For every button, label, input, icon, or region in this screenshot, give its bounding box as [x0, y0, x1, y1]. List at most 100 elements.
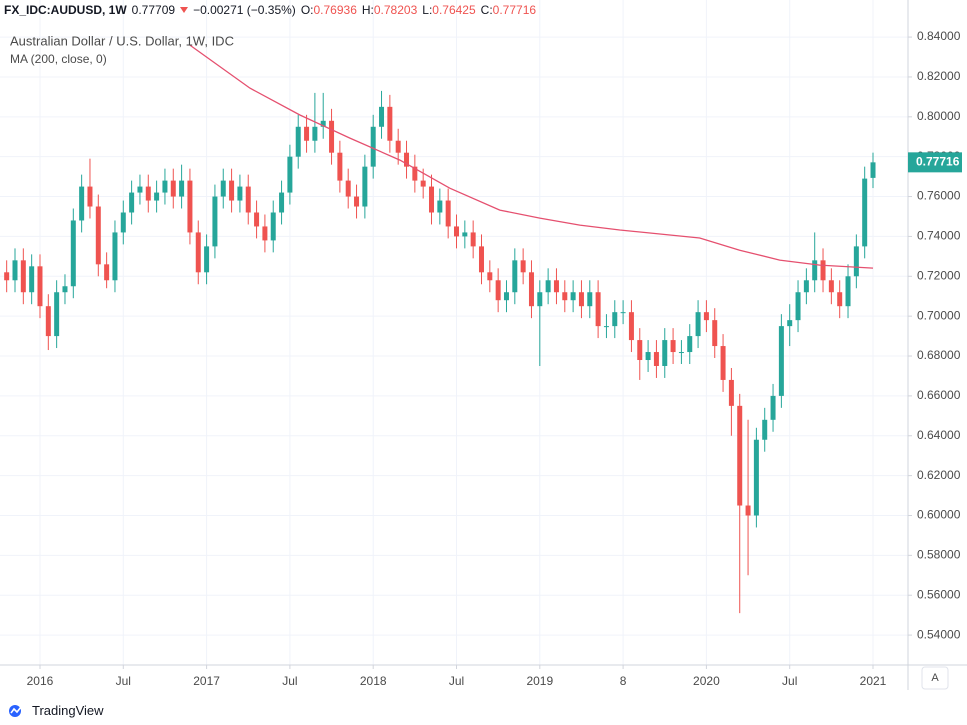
last-price-label: 0.77716: [916, 155, 960, 169]
candle-body: [695, 312, 701, 337]
candle-body: [245, 186, 251, 213]
candle-body: [570, 292, 576, 301]
candle-body: [145, 186, 151, 201]
candle-body: [312, 126, 318, 141]
close-value: 0.77716: [492, 3, 537, 17]
x-tick-label: 2018: [360, 674, 387, 688]
candle-body: [4, 272, 10, 281]
y-tick-label: 0.62000: [917, 468, 961, 482]
candle-body: [79, 186, 85, 221]
candle-body: [762, 419, 768, 440]
y-tick-label: 0.64000: [917, 428, 961, 442]
open-label: O:: [300, 3, 314, 17]
candle-body: [345, 180, 351, 197]
y-tick-label: 0.54000: [917, 627, 961, 641]
candle-body: [845, 276, 851, 307]
candle-body: [54, 292, 60, 337]
candle-body: [129, 192, 135, 213]
candle-body: [770, 395, 776, 420]
x-tick-label: 2020: [693, 674, 720, 688]
candle-body: [337, 152, 343, 181]
chart: 0.54000 0.56000 0.58000 0.60000 0.62000 0.640…: [0, 0, 967, 690]
low-value: 0.76425: [432, 3, 476, 17]
high-value: 0.78203: [373, 3, 418, 17]
footer: TradingView: [8, 703, 104, 718]
candle-body: [270, 212, 276, 241]
candle-body: [487, 272, 493, 281]
x-tick-label: Jul: [282, 674, 297, 688]
y-tick-label: 0.80000: [917, 109, 961, 123]
auto-scale-button[interactable]: [921, 666, 949, 690]
candle-body: [87, 186, 93, 207]
candle-body: [387, 106, 393, 141]
candle-body: [778, 326, 784, 396]
candle-body: [545, 280, 551, 293]
candle-body: [437, 200, 443, 213]
y-tick-label: 0.74000: [917, 229, 961, 243]
candle-body: [520, 260, 526, 273]
candle-body: [37, 266, 43, 307]
candle-body: [162, 180, 168, 193]
candle-body: [512, 260, 518, 293]
candle-body: [254, 212, 260, 227]
x-tick-label: Jul: [449, 674, 464, 688]
candle-body: [470, 232, 476, 247]
auto-scale-label[interactable]: A: [931, 672, 939, 684]
candle-body: [370, 126, 376, 167]
candle-body: [295, 126, 301, 157]
y-tick-label: 0.56000: [917, 587, 961, 601]
candle-body: [170, 180, 176, 197]
close-label: C:: [480, 3, 493, 17]
y-tick-label: 0.60000: [917, 508, 961, 522]
candle-body: [229, 180, 235, 201]
candle-body: [495, 280, 501, 301]
candle-body: [329, 120, 335, 153]
candle-body: [612, 312, 618, 327]
chart-title: Australian Dollar / U.S. Dollar, 1W, IDC: [10, 33, 234, 48]
candle-body: [112, 232, 118, 281]
candle-body: [595, 292, 601, 327]
plot-area: [4, 44, 876, 614]
candle-body: [637, 340, 643, 361]
x-tick-label: Jul: [782, 674, 797, 688]
candle-body: [104, 264, 110, 281]
candle-body: [354, 196, 360, 207]
candle-body: [429, 186, 435, 213]
candle-body: [95, 206, 101, 265]
candle-body: [262, 226, 268, 241]
candle-body: [653, 352, 659, 366]
candle-body: [803, 280, 809, 293]
candle-body: [787, 320, 793, 327]
candle-body: [379, 106, 385, 127]
axes: 0.54000 0.56000 0.58000 0.60000 0.62000 0.640…: [27, 29, 962, 688]
candle-body: [12, 260, 18, 281]
grid: [0, 0, 908, 665]
candle-body: [753, 439, 759, 516]
low-label: L:: [422, 3, 433, 17]
candle-body: [795, 292, 801, 321]
candle-body: [70, 220, 76, 287]
x-tick-label: Jul: [116, 674, 131, 688]
change: −0.00271 (−0.35%): [193, 3, 296, 17]
down-arrow: [180, 7, 189, 13]
candle-body: [503, 292, 509, 301]
candle-body: [812, 260, 818, 281]
open-value: 0.76936: [313, 3, 357, 17]
candle-body: [29, 266, 35, 293]
ma-label: MA (200, close, 0): [10, 52, 107, 66]
y-tick-label: 0.72000: [917, 268, 961, 282]
candle-body: [445, 200, 451, 227]
brand-logo: [9, 704, 22, 717]
moving-average: [189, 44, 874, 269]
candle-body: [20, 260, 26, 293]
candle-body: [287, 156, 293, 193]
candle-body: [828, 280, 834, 293]
x-tick-label: 2016: [27, 674, 54, 688]
candle-body: [478, 246, 484, 273]
x-tick-label: 2017: [193, 674, 220, 688]
candle-body: [412, 166, 418, 181]
candle-body: [553, 280, 559, 293]
candle-body: [204, 246, 210, 273]
candle-body: [362, 166, 368, 207]
